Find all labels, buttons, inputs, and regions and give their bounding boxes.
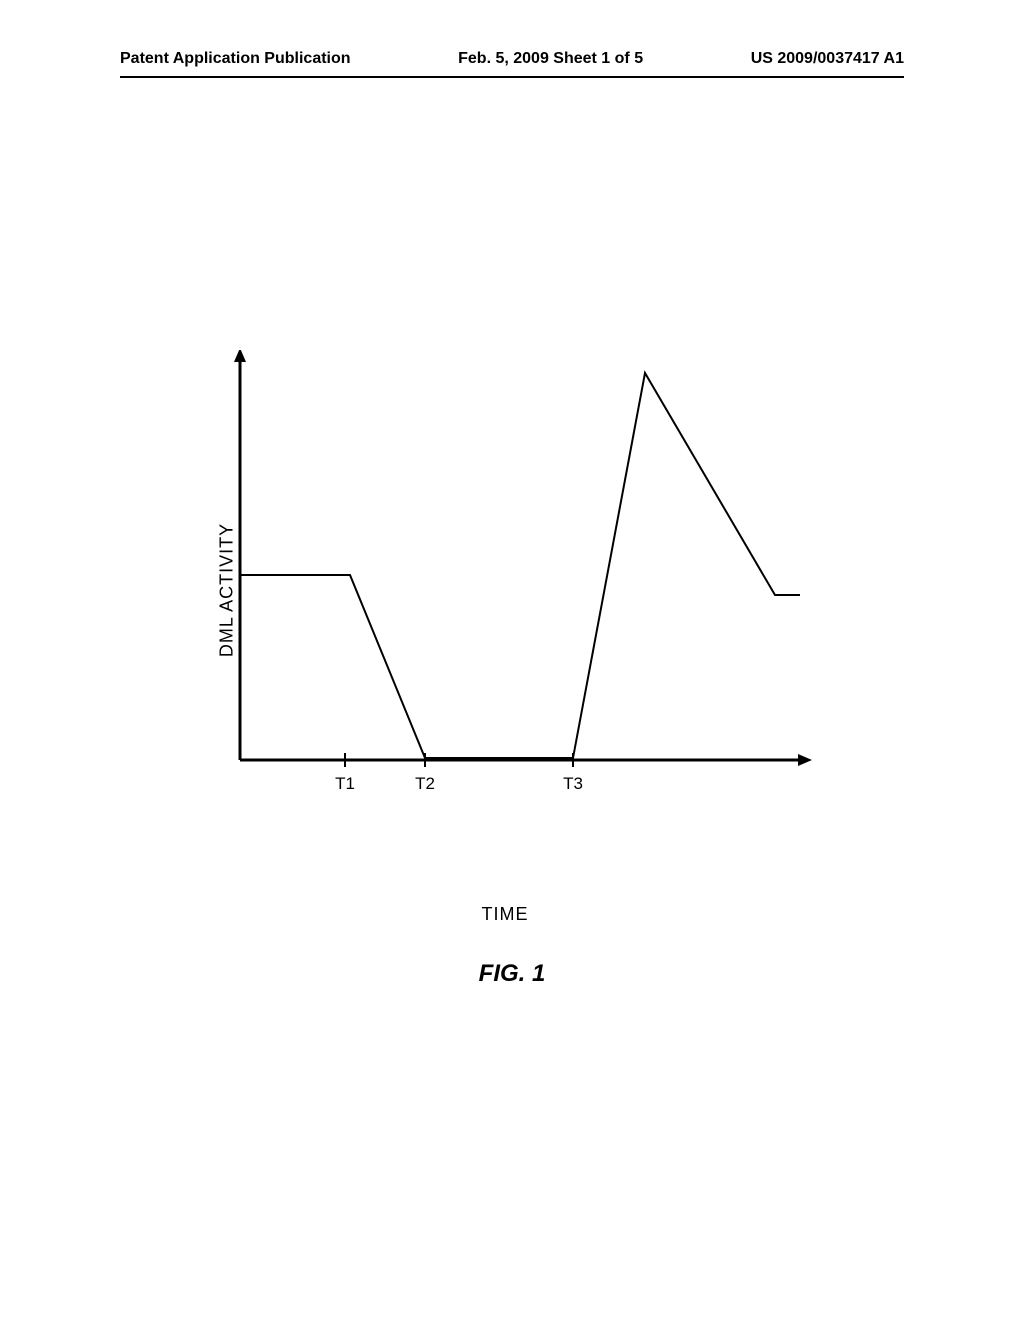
header-right: US 2009/0037417 A1 (751, 50, 904, 68)
chart-svg (190, 350, 820, 790)
header-left: Patent Application Publication (120, 50, 351, 68)
y-axis-label: DML ACTIVITY (217, 523, 238, 657)
x-tick-label: T3 (563, 774, 583, 794)
header-center: Feb. 5, 2009 Sheet 1 of 5 (458, 50, 643, 68)
x-axis-label: TIME (482, 904, 529, 925)
dml-activity-chart: DML ACTIVITY TIME T1T2T3 (190, 350, 820, 830)
header-rule (120, 76, 904, 78)
x-tick-label: T2 (415, 774, 435, 794)
x-tick-label: T1 (335, 774, 355, 794)
figure-label: FIG. 1 (479, 960, 546, 988)
